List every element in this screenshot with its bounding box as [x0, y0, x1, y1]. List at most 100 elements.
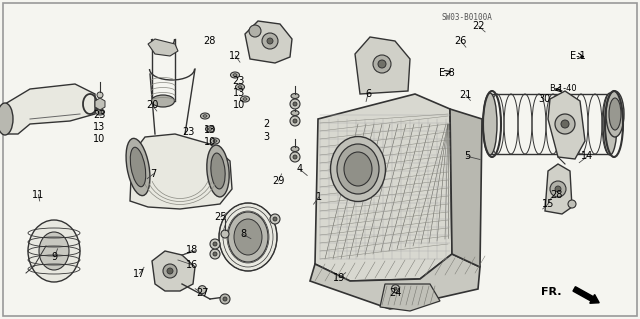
Circle shape [97, 92, 103, 98]
Ellipse shape [203, 115, 207, 117]
Circle shape [167, 268, 173, 274]
Ellipse shape [205, 126, 214, 132]
Circle shape [249, 25, 261, 37]
Ellipse shape [219, 203, 277, 271]
Polygon shape [355, 37, 410, 94]
Ellipse shape [609, 98, 621, 130]
Circle shape [163, 264, 177, 278]
Circle shape [293, 119, 297, 123]
Text: 28: 28 [550, 190, 563, 200]
Polygon shape [545, 164, 572, 214]
Polygon shape [245, 21, 292, 63]
Text: 15: 15 [541, 199, 554, 209]
Ellipse shape [330, 137, 385, 202]
Circle shape [373, 55, 391, 73]
Ellipse shape [152, 95, 175, 107]
Text: 10: 10 [204, 137, 216, 147]
Circle shape [550, 181, 566, 197]
Polygon shape [315, 94, 452, 281]
Circle shape [210, 239, 220, 249]
Ellipse shape [483, 93, 497, 155]
Text: 21: 21 [460, 90, 472, 100]
Ellipse shape [236, 84, 244, 90]
Ellipse shape [98, 111, 102, 113]
Text: 30: 30 [538, 94, 550, 104]
Circle shape [568, 200, 576, 208]
Circle shape [198, 286, 206, 294]
Text: 25: 25 [214, 212, 227, 222]
Text: 23: 23 [232, 76, 245, 86]
Polygon shape [5, 84, 95, 134]
Circle shape [561, 120, 569, 128]
Text: 7: 7 [150, 169, 157, 179]
Circle shape [221, 230, 229, 238]
Circle shape [290, 116, 300, 126]
Circle shape [290, 152, 300, 162]
Circle shape [213, 242, 217, 246]
Ellipse shape [39, 232, 69, 270]
Polygon shape [95, 98, 105, 110]
Text: 17: 17 [133, 269, 146, 279]
Circle shape [378, 60, 386, 68]
Text: 27: 27 [196, 288, 209, 299]
Ellipse shape [200, 113, 209, 119]
Ellipse shape [238, 86, 242, 88]
Text: 4: 4 [296, 164, 303, 174]
Text: 24: 24 [389, 288, 402, 298]
Circle shape [223, 297, 227, 301]
Text: 6: 6 [365, 89, 371, 99]
Text: E-8: E-8 [439, 68, 454, 78]
Text: 13: 13 [204, 125, 216, 135]
Text: E-1: E-1 [570, 51, 586, 61]
Ellipse shape [344, 152, 372, 186]
Ellipse shape [230, 72, 239, 78]
Circle shape [220, 294, 230, 304]
Ellipse shape [291, 93, 299, 99]
Ellipse shape [0, 103, 13, 135]
Ellipse shape [95, 109, 104, 115]
Ellipse shape [28, 220, 80, 282]
Circle shape [210, 249, 220, 259]
Ellipse shape [207, 145, 229, 197]
Text: 12: 12 [229, 51, 242, 61]
Circle shape [267, 38, 273, 44]
Text: 16: 16 [186, 260, 198, 270]
Polygon shape [310, 254, 480, 309]
Ellipse shape [233, 74, 237, 76]
Text: 13: 13 [232, 88, 245, 99]
Text: 19: 19 [333, 272, 346, 283]
Circle shape [555, 186, 561, 192]
Circle shape [262, 33, 278, 49]
Polygon shape [450, 109, 482, 267]
Ellipse shape [291, 110, 299, 115]
Text: 20: 20 [146, 100, 159, 110]
Text: 9: 9 [51, 252, 58, 262]
Text: 14: 14 [581, 151, 594, 161]
Text: 18: 18 [186, 245, 198, 256]
Text: 3: 3 [263, 132, 269, 142]
Ellipse shape [208, 128, 212, 130]
Text: 22: 22 [472, 21, 485, 31]
Circle shape [555, 114, 575, 134]
Text: FR.: FR. [541, 287, 561, 297]
Ellipse shape [211, 138, 220, 144]
Polygon shape [130, 134, 232, 209]
Ellipse shape [603, 93, 617, 155]
Circle shape [293, 102, 297, 106]
Text: 28: 28 [204, 36, 216, 46]
Circle shape [392, 285, 399, 293]
Ellipse shape [211, 153, 225, 189]
Ellipse shape [337, 144, 379, 194]
Text: 1: 1 [316, 192, 322, 202]
Text: 23: 23 [93, 110, 106, 120]
Text: 11: 11 [32, 189, 45, 200]
Polygon shape [148, 39, 178, 56]
Ellipse shape [131, 147, 146, 187]
Polygon shape [548, 91, 585, 159]
Ellipse shape [126, 138, 150, 196]
Ellipse shape [213, 140, 217, 142]
Circle shape [394, 287, 397, 290]
Circle shape [293, 155, 297, 159]
Text: 13: 13 [93, 122, 106, 132]
Ellipse shape [243, 98, 247, 100]
